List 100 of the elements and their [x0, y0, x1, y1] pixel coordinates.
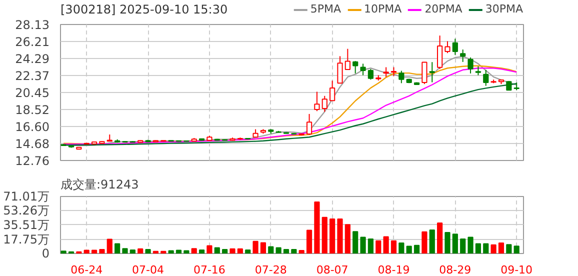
bar — [230, 248, 236, 254]
x-tick-label: 06-24 — [70, 264, 103, 276]
y-tick-label: 14.68 — [15, 137, 50, 152]
bar — [106, 238, 112, 254]
x-tick-label: 08-19 — [378, 264, 410, 276]
candlestick — [437, 35, 443, 70]
bar — [514, 246, 520, 254]
bar — [468, 236, 474, 254]
bar — [352, 231, 358, 254]
bar — [306, 230, 312, 254]
candlestick — [429, 62, 435, 83]
candlestick — [383, 66, 389, 78]
bar — [268, 246, 274, 254]
bar — [214, 247, 220, 254]
candlestick — [306, 113, 312, 136]
y-tick-label: 20.45 — [15, 86, 50, 100]
candlestick — [468, 57, 474, 74]
y-tick-label: 35.51万 — [3, 218, 50, 232]
y-tick-label: 71.01万 — [3, 190, 50, 204]
bar — [344, 224, 350, 254]
bar — [168, 250, 174, 254]
bar — [406, 246, 412, 254]
candlestick — [352, 60, 358, 74]
candlestick — [460, 49, 466, 62]
y-tick-label: 24.29 — [15, 52, 50, 66]
bar — [191, 248, 197, 254]
y-tick-label: 12.76 — [15, 154, 50, 168]
bar — [152, 250, 159, 254]
bar — [298, 250, 304, 254]
bar — [437, 222, 443, 254]
bar — [176, 250, 182, 254]
x-tick-label: 08-29 — [439, 264, 472, 276]
bar — [130, 249, 136, 254]
chart-title: 成交量:91243 — [60, 178, 139, 192]
candlestick — [314, 91, 320, 112]
bar — [160, 250, 166, 254]
candlestick — [422, 61, 428, 85]
legend-label: 5PMA — [310, 2, 342, 16]
bar — [322, 216, 328, 254]
bar — [198, 249, 205, 254]
bar — [490, 244, 496, 254]
x-tick-label: 07-04 — [132, 264, 164, 276]
bar — [206, 245, 212, 254]
y-tick-label: 22.37 — [15, 68, 50, 83]
x-tick-label: 07-16 — [193, 264, 226, 276]
bar — [444, 232, 450, 254]
candlestick — [344, 48, 350, 70]
bar — [99, 248, 105, 254]
bar — [414, 244, 420, 254]
bar — [184, 250, 190, 254]
candlestick — [483, 69, 489, 86]
bar — [237, 248, 243, 254]
bar — [368, 238, 374, 254]
bar — [91, 250, 98, 254]
bar — [398, 242, 404, 254]
candlestick — [452, 38, 458, 56]
bar — [376, 240, 382, 254]
bar — [483, 243, 489, 254]
legend-label: 20PMA — [424, 2, 462, 16]
bar — [330, 218, 336, 254]
bar — [506, 244, 512, 254]
bar — [138, 248, 144, 254]
bar — [337, 218, 343, 254]
x-tick-label: 09-10 — [500, 264, 533, 276]
candlestick — [444, 40, 450, 54]
bar — [276, 247, 282, 254]
bar — [60, 250, 66, 254]
bar — [260, 242, 266, 254]
bar — [422, 231, 428, 254]
bar — [122, 248, 128, 254]
bar — [245, 249, 251, 254]
bar — [283, 248, 290, 254]
bar — [475, 243, 481, 254]
candlestick — [330, 80, 336, 102]
candlestick — [398, 70, 404, 84]
bar — [222, 248, 228, 254]
bar — [145, 248, 151, 254]
bar — [429, 230, 435, 254]
bar — [291, 248, 297, 254]
bar — [383, 236, 389, 254]
bar — [252, 240, 258, 254]
y-tick-label: 53.26万 — [3, 204, 50, 218]
bar — [498, 242, 504, 254]
candlestick — [337, 56, 343, 84]
candlestick — [322, 95, 328, 112]
y-tick-label: 26.21 — [15, 34, 50, 49]
y-tick-label: 0 — [42, 246, 50, 260]
x-tick-label: 08-07 — [316, 264, 348, 276]
legend-label: 30PMA — [485, 2, 523, 16]
bar — [452, 234, 458, 254]
bar — [360, 236, 366, 254]
candlestick — [360, 63, 366, 76]
bar — [114, 243, 120, 254]
x-tick-label: 07-28 — [254, 264, 287, 276]
y-tick-label: 16.60 — [15, 120, 50, 134]
y-tick-label: 18.52 — [15, 103, 50, 118]
legend-label: 10PMA — [364, 2, 402, 16]
bar — [460, 238, 466, 254]
bar — [84, 250, 90, 254]
bar — [390, 240, 397, 254]
